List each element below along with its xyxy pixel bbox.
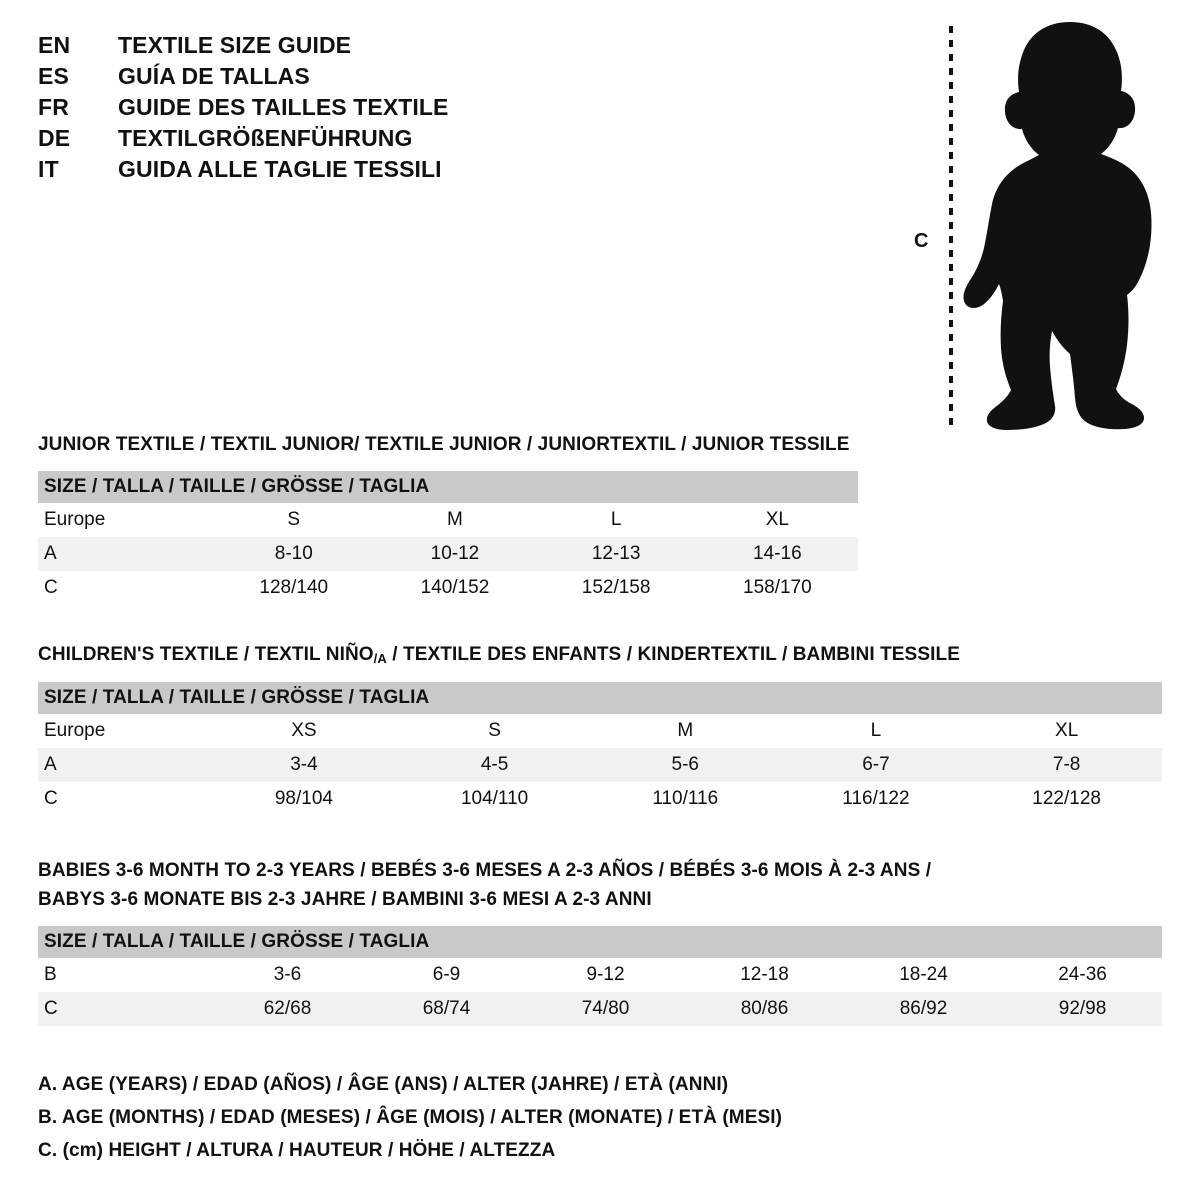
table-row: Europe XS S M L XL xyxy=(38,714,1162,748)
legend-line-b: B. AGE (MONTHS) / EDAD (MESES) / ÂGE (MO… xyxy=(38,1107,783,1128)
table-cell: L xyxy=(610,509,622,530)
table-cell: 62/68 xyxy=(208,992,367,1026)
table-row: C 128/140 140/152 152/158 158/170 xyxy=(38,571,858,605)
row-label: Europe xyxy=(44,509,106,530)
language-code: EN xyxy=(38,32,71,58)
table-cell: 8-10 xyxy=(213,537,375,571)
table-cell: 7-8 xyxy=(971,748,1162,782)
table-row: A 3-4 4-5 5-6 6-7 7-8 xyxy=(38,748,1162,782)
table-cell: 128/140 xyxy=(259,577,329,598)
table-cell: 152/158 xyxy=(581,577,651,598)
table-cell: XL xyxy=(765,509,789,530)
table-cell: 4-5 xyxy=(399,748,590,782)
section-childrens-textile: CHILDREN'S TEXTILE / TEXTIL NIÑO/A / TEX… xyxy=(38,640,1162,816)
language-code: ES xyxy=(38,63,70,89)
size-band-label: SIZE / TALLA / TAILLE / GRÖSSE / TAGLIA xyxy=(38,471,858,503)
table-cell: 140/152 xyxy=(420,577,490,598)
table-cell: 86/92 xyxy=(844,992,1003,1026)
table-cell: 74/80 xyxy=(526,992,685,1026)
table-cell: 12-13 xyxy=(535,537,697,571)
section-title-babies-line2: BABYS 3-6 MONATE BIS 2-3 JAHRE / BAMBINI… xyxy=(38,889,652,910)
table-cell: L xyxy=(870,720,882,741)
language-row: IT GUIDA ALLE TAGLIE TESSILI xyxy=(38,156,878,187)
table-cell: M xyxy=(677,720,694,741)
table-cell: 6-9 xyxy=(432,964,461,985)
size-band-label: SIZE / TALLA / TAILLE / GRÖSSE / TAGLIA xyxy=(38,926,1163,958)
size-band-label: SIZE / TALLA / TAILLE / GRÖSSE / TAGLIA xyxy=(38,682,1162,714)
table-cell: 10-12 xyxy=(374,537,536,571)
table-cell: XL xyxy=(1055,720,1079,741)
section-title-children: CHILDREN'S TEXTILE / TEXTIL NIÑO/A / TEX… xyxy=(38,640,1162,670)
table-cell: 122/128 xyxy=(1032,788,1101,809)
language-title: GUIDA ALLE TAGLIE TESSILI xyxy=(118,156,442,182)
table-cell: XS xyxy=(291,720,317,741)
section-junior-textile: JUNIOR TEXTILE / TEXTIL JUNIOR/ TEXTILE … xyxy=(38,430,858,605)
section-title-children-pre: CHILDREN'S TEXTILE / TEXTIL NIÑO xyxy=(38,644,374,665)
language-title: GUÍA DE TALLAS xyxy=(118,63,310,89)
height-measurement-figure: C xyxy=(900,12,1190,432)
children-size-table: SIZE / TALLA / TAILLE / GRÖSSE / TAGLIA … xyxy=(38,682,1162,816)
table-cell: 158/170 xyxy=(743,577,812,598)
table-cell: S xyxy=(488,720,501,741)
row-label: C xyxy=(44,577,58,598)
section-title-children-post: / TEXTILE DES ENFANTS / KINDERTEXTIL / B… xyxy=(386,644,960,665)
language-code: IT xyxy=(38,156,59,182)
section-babies-textile: BABIES 3-6 MONTH TO 2-3 YEARS / BEBÉS 3-… xyxy=(38,856,1163,1026)
language-title: TEXTILGRÖßENFÜHRUNG xyxy=(118,125,413,151)
table-row: C 62/68 68/74 74/80 80/86 86/92 92/98 xyxy=(38,992,1163,1026)
toddler-silhouette-icon xyxy=(962,20,1182,432)
language-title: GUIDE DES TAILLES TEXTILE xyxy=(118,94,449,120)
table-cell: 110/116 xyxy=(652,788,719,809)
row-label: B xyxy=(44,964,57,985)
legend-line-a: A. AGE (YEARS) / EDAD (AÑOS) / ÂGE (ANS)… xyxy=(38,1074,729,1095)
measurement-legend: A. AGE (YEARS) / EDAD (AÑOS) / ÂGE (ANS)… xyxy=(38,1068,938,1167)
row-label: C xyxy=(38,992,208,1026)
row-label: Europe xyxy=(44,720,106,741)
language-row: DE TEXTILGRÖßENFÜHRUNG xyxy=(38,125,878,156)
table-cell: 3-4 xyxy=(208,748,400,782)
section-title-junior: JUNIOR TEXTILE / TEXTIL JUNIOR/ TEXTILE … xyxy=(38,434,850,455)
table-band-row: SIZE / TALLA / TAILLE / GRÖSSE / TAGLIA xyxy=(38,926,1163,958)
row-label: C xyxy=(44,788,58,809)
height-dotted-line xyxy=(949,26,953,430)
table-cell: S xyxy=(287,509,301,530)
table-cell: 5-6 xyxy=(589,748,781,782)
table-cell: 80/86 xyxy=(685,992,844,1026)
table-cell: 6-7 xyxy=(780,748,972,782)
table-cell: 98/104 xyxy=(274,788,333,809)
table-cell: 12-18 xyxy=(740,964,789,985)
table-row: B 3-6 6-9 9-12 12-18 18-24 24-36 xyxy=(38,958,1162,992)
language-row: FR GUIDE DES TAILLES TEXTILE xyxy=(38,94,878,125)
table-cell: 24-36 xyxy=(1058,964,1107,985)
section-title-babies-line1: BABIES 3-6 MONTH TO 2-3 YEARS / BEBÉS 3-… xyxy=(38,860,932,881)
table-cell: 3-6 xyxy=(273,964,302,985)
language-code: DE xyxy=(38,125,71,151)
table-row: C 98/104 104/110 110/116 116/122 122/128 xyxy=(38,782,1162,816)
table-cell: 68/74 xyxy=(367,992,526,1026)
babies-size-table: SIZE / TALLA / TAILLE / GRÖSSE / TAGLIA … xyxy=(38,926,1163,1026)
section-title-children-sub: /A xyxy=(373,651,387,666)
table-cell: 18-24 xyxy=(899,964,948,985)
table-cell: 14-16 xyxy=(696,537,858,571)
table-cell: M xyxy=(447,509,463,530)
row-label: A xyxy=(38,537,214,571)
language-title-block: EN TEXTILE SIZE GUIDE ES GUÍA DE TALLAS … xyxy=(38,32,878,187)
language-title: TEXTILE SIZE GUIDE xyxy=(118,32,352,58)
language-code: FR xyxy=(38,94,70,120)
table-band-row: SIZE / TALLA / TAILLE / GRÖSSE / TAGLIA xyxy=(38,682,1162,714)
table-cell: 92/98 xyxy=(1003,992,1163,1026)
language-row: EN TEXTILE SIZE GUIDE xyxy=(38,32,878,63)
height-indicator-label: C xyxy=(914,230,929,252)
junior-size-table: SIZE / TALLA / TAILLE / GRÖSSE / TAGLIA … xyxy=(38,471,858,605)
table-band-row: SIZE / TALLA / TAILLE / GRÖSSE / TAGLIA xyxy=(38,471,858,503)
table-cell: 104/110 xyxy=(460,788,529,809)
row-label: A xyxy=(38,748,209,782)
table-cell: 9-12 xyxy=(586,964,625,985)
table-row: Europe S M L XL xyxy=(38,503,858,537)
table-cell: 116/122 xyxy=(842,788,910,809)
table-row: A 8-10 10-12 12-13 14-16 xyxy=(38,537,858,571)
legend-line-c: C. (cm) HEIGHT / ALTURA / HAUTEUR / HÖHE… xyxy=(38,1140,556,1161)
language-row: ES GUÍA DE TALLAS xyxy=(38,63,878,94)
